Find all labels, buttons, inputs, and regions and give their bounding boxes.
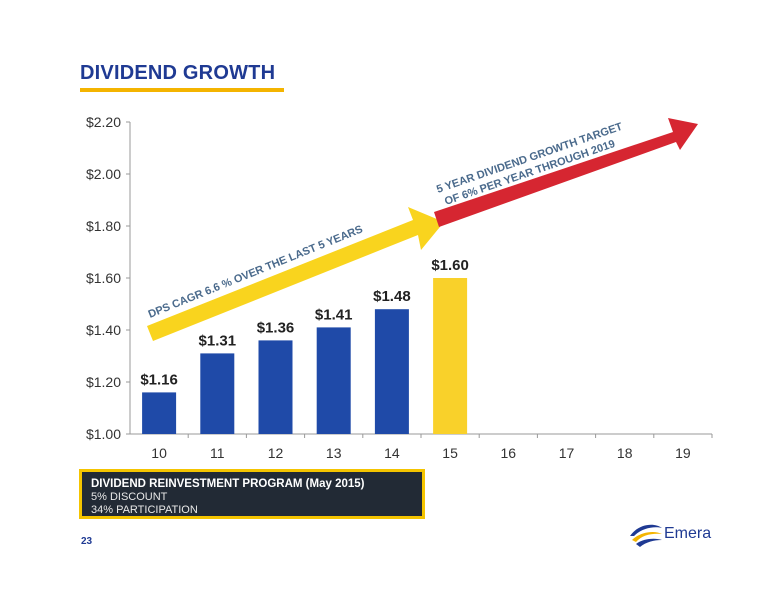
program-discount: 5% DISCOUNT: [91, 491, 168, 503]
title-underline: [80, 88, 284, 92]
x-tick-label: 19: [675, 445, 691, 461]
x-tick-label: 11: [210, 445, 225, 461]
x-tick-label: 10: [151, 445, 167, 461]
y-tick-label: $1.40: [86, 322, 121, 338]
bar-14: [374, 309, 409, 434]
bar-12: [258, 340, 293, 434]
bar-value-label-15: $1.60: [431, 257, 469, 274]
x-tick-label: 13: [326, 445, 342, 461]
target-arrow: [434, 118, 698, 227]
x-tick-label: 18: [617, 445, 633, 461]
bar-10: [142, 392, 177, 434]
bars: [142, 278, 468, 434]
y-tick-label: $1.20: [86, 374, 121, 390]
bar-11: [200, 353, 235, 434]
y-tick-label: $1.60: [86, 270, 121, 286]
bar-value-label-14: $1.48: [373, 288, 411, 305]
emera-logo-icon: [630, 524, 662, 547]
y-axis: $1.00 $1.20 $1.40 $1.60 $1.80 $2.00 $2.20: [86, 114, 131, 442]
growth-arrows: DPS CAGR 6.6 % OVER THE LAST 5 YEARS 5 Y…: [147, 118, 698, 341]
y-tick-label: $2.20: [86, 114, 121, 130]
program-participation: 34% PARTICIPATION: [91, 504, 198, 516]
x-tick-label: 15: [442, 445, 458, 461]
page-title: DIVIDEND GROWTH: [80, 62, 276, 84]
bar-labels: $1.16 $1.31 $1.36 $1.41 $1.48 $1.60: [140, 257, 469, 388]
y-tick-label: $1.00: [86, 426, 121, 442]
bar-value-label-11: $1.31: [199, 332, 237, 349]
bar-value-label-10: $1.16: [140, 371, 178, 388]
x-axis: 10 11 12 13 14 15 16 17 18 19: [130, 433, 713, 461]
bar-15: [433, 278, 468, 434]
x-tick-label: 14: [384, 445, 400, 461]
reinvestment-program-box: DIVIDEND REINVESTMENT PROGRAM (May 2015)…: [79, 469, 425, 519]
bar-value-label-12: $1.36: [257, 319, 295, 336]
bar-value-label-13: $1.41: [315, 306, 353, 323]
bar-13: [316, 327, 351, 434]
y-tick-label: $2.00: [86, 166, 121, 182]
x-tick-label: 17: [559, 445, 575, 461]
dividend-chart: $1.00 $1.20 $1.40 $1.60 $1.80 $2.00 $2.20 10 11…: [86, 114, 713, 461]
program-title: DIVIDEND REINVESTMENT PROGRAM (May 2015): [91, 478, 365, 490]
x-tick-label: 12: [268, 445, 284, 461]
emera-logo-text: Emera: [664, 525, 712, 542]
cagr-arrow: [147, 207, 444, 341]
y-tick-label: $1.80: [86, 218, 121, 234]
page-number: 23: [81, 536, 93, 547]
x-tick-label: 16: [501, 445, 517, 461]
